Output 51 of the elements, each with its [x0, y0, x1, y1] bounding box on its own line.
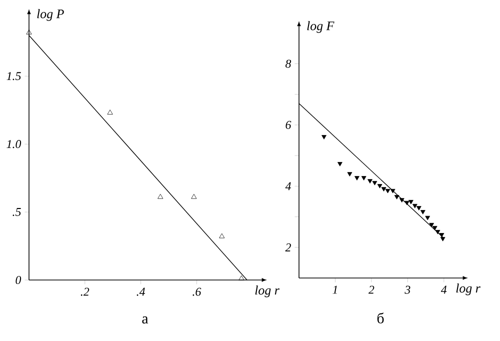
text: а: [142, 316, 148, 324]
x-tick-label: 4: [440, 286, 447, 294]
point: [399, 198, 404, 202]
y-axis-title: log F: [307, 21, 334, 33]
point: [440, 237, 446, 242]
x-axis-title: log r: [456, 284, 480, 296]
text: б: [377, 312, 384, 324]
y-tick-label: 1.0: [6, 140, 22, 148]
x-axis-title: log r: [255, 286, 280, 298]
point: [381, 187, 386, 192]
point: [416, 206, 422, 210]
x-tick-label: .2: [80, 288, 90, 296]
point: [372, 181, 378, 186]
point: [347, 172, 352, 176]
y-tick-label: 2: [285, 243, 291, 252]
y-tick-label: 1.5: [6, 72, 21, 80]
point: [404, 200, 410, 206]
point: [107, 110, 113, 115]
point: [429, 222, 434, 228]
point: [191, 194, 197, 199]
point: [435, 230, 440, 234]
point: [408, 200, 414, 204]
point: [322, 135, 326, 140]
point: [432, 226, 438, 230]
y-tick-label: 8: [286, 60, 292, 68]
x-tick-label: .4: [136, 288, 146, 296]
point: [219, 233, 225, 238]
x-tick-label: 1: [332, 286, 337, 294]
y-tick-label: 0: [16, 276, 22, 284]
point: [26, 29, 32, 34]
point: [385, 188, 390, 194]
y-axis-title: log P: [37, 9, 64, 21]
point: [337, 162, 342, 166]
y-tick-label: 6: [286, 120, 292, 129]
x-tick-label: .6: [192, 288, 202, 296]
point: [412, 204, 418, 208]
point: [394, 195, 400, 200]
point: [368, 179, 372, 184]
point: [390, 188, 396, 194]
y-tick-label: 4: [285, 182, 291, 190]
y-tick-label: .5: [12, 208, 21, 216]
point: [354, 176, 360, 180]
x-tick-label: 3: [404, 286, 410, 294]
point: [361, 176, 366, 180]
point: [425, 216, 430, 220]
point: [158, 194, 164, 199]
point: [377, 184, 382, 188]
x-tick-label: 2: [368, 286, 374, 294]
point: [420, 210, 426, 214]
point: [238, 275, 244, 280]
point: [439, 233, 444, 238]
